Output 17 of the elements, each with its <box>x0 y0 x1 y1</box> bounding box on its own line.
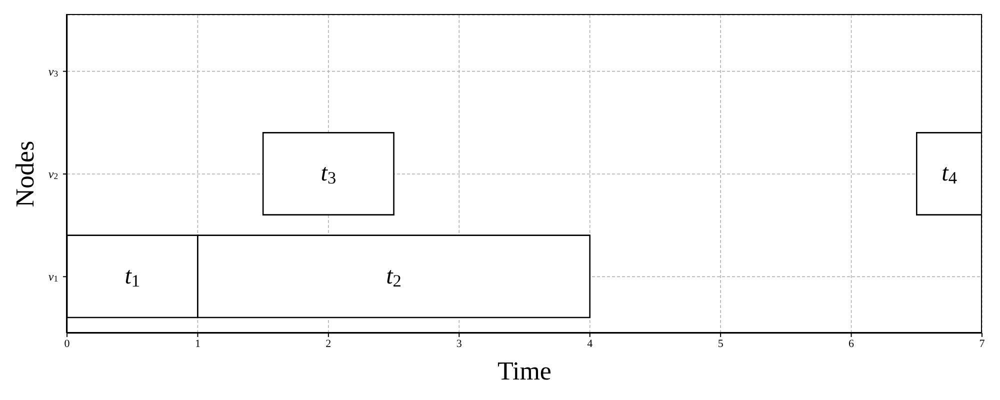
series-label: t$_{3}$ <box>320 160 336 188</box>
series-label: t$_{2}$ <box>386 263 402 290</box>
y-tick-label: v$_{1}$ <box>48 270 58 284</box>
y-tick-label: v$_{3}$ <box>48 64 58 79</box>
series-label: t$_{1}$ <box>124 263 140 290</box>
x-tick-label: 0 <box>64 338 70 350</box>
y-tick-label: v$_{2}$ <box>48 167 58 182</box>
x-tick-label: 6 <box>848 338 855 350</box>
y-axis-title: Nodes <box>10 140 40 208</box>
x-tick-label: 3 <box>456 338 462 350</box>
x-tick-label: 4 <box>587 338 594 350</box>
x-tick-label: 5 <box>718 338 724 350</box>
x-tick-label: 2 <box>326 338 332 350</box>
x-axis-title: Time <box>498 356 552 386</box>
x-tick-label: 1 <box>194 338 200 350</box>
x-tick-label: 7 <box>979 338 986 350</box>
series-label: t$_{4}$ <box>942 160 958 188</box>
